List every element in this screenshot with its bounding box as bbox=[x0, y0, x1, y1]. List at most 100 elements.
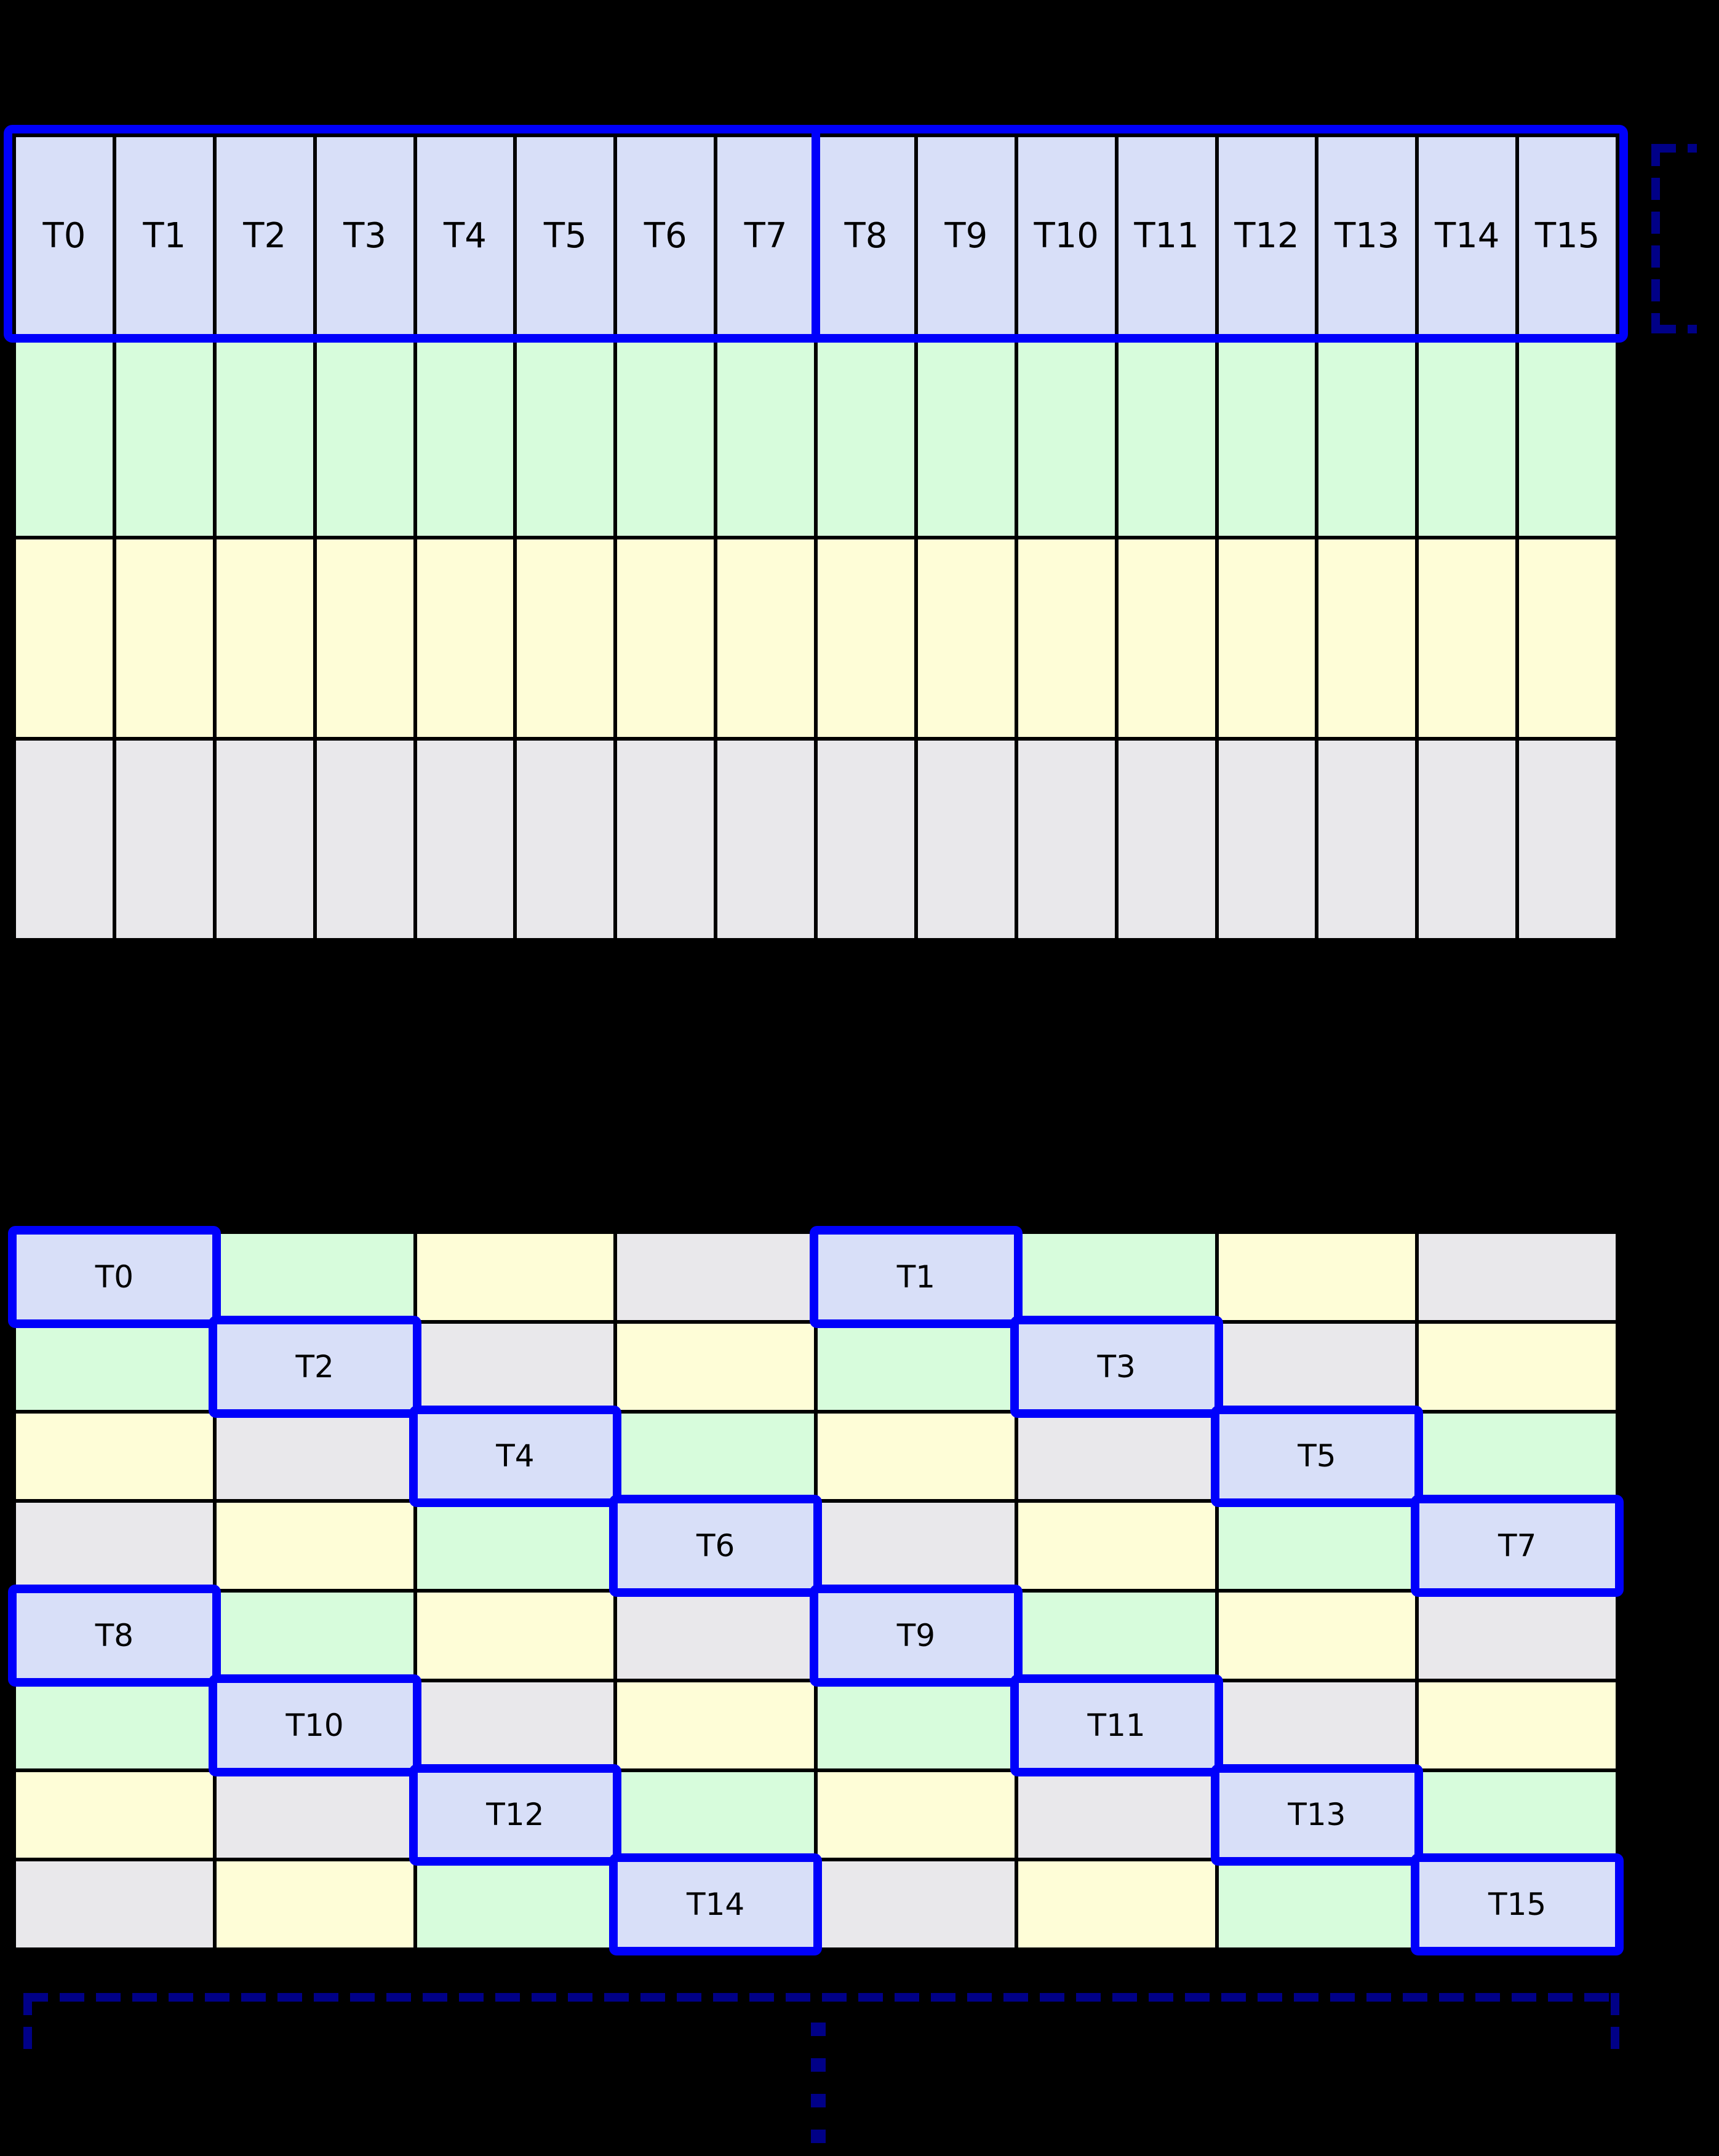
thread-cell-t6: T6 bbox=[609, 1495, 822, 1597]
bank-cell bbox=[1018, 539, 1115, 737]
bank-cell bbox=[617, 1772, 814, 1858]
bank-cell bbox=[617, 741, 714, 938]
thread-label: T5 bbox=[1298, 1438, 1336, 1474]
bank-cell bbox=[116, 539, 213, 737]
bank-cell bbox=[1419, 1682, 1616, 1768]
thread-label: T14 bbox=[687, 1887, 745, 1923]
grid-width-bracket-left-tick bbox=[23, 1993, 32, 2050]
bank-cell bbox=[1118, 338, 1215, 536]
thread-label: T8 bbox=[95, 1617, 134, 1653]
thread-cell-t8: T8 bbox=[818, 137, 914, 335]
bank-cell bbox=[1318, 539, 1416, 737]
thread-label: T4 bbox=[444, 216, 487, 256]
bank-cell bbox=[717, 338, 814, 536]
bank-cell bbox=[16, 1323, 213, 1410]
bank-cell bbox=[1419, 539, 1516, 737]
thread-label: T3 bbox=[1097, 1348, 1136, 1385]
bank-cell bbox=[517, 338, 614, 536]
bank-cell bbox=[216, 338, 313, 536]
thread-label: T7 bbox=[1498, 1528, 1537, 1564]
bank-cell bbox=[717, 741, 814, 938]
bank-cell bbox=[16, 1413, 213, 1500]
bank-cell bbox=[16, 539, 113, 737]
bank-cell bbox=[1018, 1861, 1215, 1947]
bank-cell bbox=[818, 539, 914, 737]
bank-cell bbox=[16, 741, 113, 938]
thread-label: T6 bbox=[696, 1528, 735, 1564]
thread-cell-t12: T12 bbox=[1218, 137, 1315, 335]
thread-label: T3 bbox=[343, 216, 386, 256]
bank-cell bbox=[1519, 338, 1616, 536]
bank-cell bbox=[417, 1234, 614, 1320]
thread-cell-t0: T0 bbox=[16, 137, 113, 335]
continuation-ellipsis bbox=[811, 2023, 826, 2153]
thread-label: T11 bbox=[1087, 1707, 1146, 1743]
bank-cell bbox=[1519, 539, 1616, 737]
bank-cell bbox=[517, 539, 614, 737]
thread-label: T0 bbox=[42, 216, 86, 256]
thread-cell-t7: T7 bbox=[717, 137, 814, 335]
thread-cell-t4: T4 bbox=[417, 137, 514, 335]
bank-cell bbox=[116, 338, 213, 536]
bank-cell bbox=[818, 1413, 1015, 1500]
thread-label: T15 bbox=[1534, 216, 1600, 256]
bank-cell bbox=[116, 741, 213, 938]
grid-width-bracket-right-tick bbox=[1611, 1993, 1619, 2050]
bank-cell bbox=[1218, 539, 1315, 737]
thread-label: T11 bbox=[1134, 216, 1199, 256]
bank-cell bbox=[617, 1413, 814, 1500]
bank-cell bbox=[1118, 539, 1215, 737]
thread-cell-t1: T1 bbox=[116, 137, 213, 335]
bank-cell bbox=[1018, 741, 1115, 938]
bank-cell bbox=[917, 338, 1015, 536]
thread-cell-t2: T2 bbox=[216, 137, 313, 335]
bank-cell bbox=[818, 338, 914, 536]
bank-cell bbox=[617, 1323, 814, 1410]
bank-cell bbox=[617, 1593, 814, 1679]
bank-cell bbox=[1318, 741, 1416, 938]
thread-label: T4 bbox=[496, 1438, 535, 1474]
bank-cell bbox=[917, 741, 1015, 938]
bank-cell bbox=[216, 1593, 413, 1679]
bank-cell bbox=[16, 1503, 213, 1589]
bank-cell bbox=[1118, 741, 1215, 938]
thread-label: T2 bbox=[295, 1348, 334, 1385]
bank-cell bbox=[1318, 338, 1416, 536]
thread-cell-t9: T9 bbox=[917, 137, 1015, 335]
thread-cell-t3: T3 bbox=[316, 137, 413, 335]
bank-cell bbox=[1018, 1593, 1215, 1679]
thread-cell-t15: T15 bbox=[1411, 1853, 1624, 1955]
bank-cell bbox=[316, 741, 413, 938]
thread-cell-t13: T13 bbox=[1318, 137, 1416, 335]
bank-cell bbox=[1018, 338, 1115, 536]
thread-label: T12 bbox=[486, 1797, 544, 1833]
thread-cell-t0: T0 bbox=[8, 1226, 221, 1328]
thread-label: T6 bbox=[644, 216, 687, 256]
bank-cell bbox=[417, 539, 514, 737]
thread-cell-t8: T8 bbox=[8, 1585, 221, 1687]
thread-label: T2 bbox=[243, 216, 287, 256]
bank-cell bbox=[316, 539, 413, 737]
bank-cell bbox=[1218, 1234, 1416, 1320]
thread-cell-t7: T7 bbox=[1411, 1495, 1624, 1597]
bank-cell bbox=[417, 1323, 614, 1410]
thread-cell-t11: T11 bbox=[1010, 1674, 1223, 1776]
bank-cell bbox=[1218, 1323, 1416, 1410]
bank-cell bbox=[1018, 1503, 1215, 1589]
bank-cell bbox=[717, 539, 814, 737]
thread-cell-t10: T10 bbox=[1018, 137, 1115, 335]
bank-cell bbox=[1018, 1234, 1215, 1320]
bank-cell bbox=[417, 741, 514, 938]
bank-cell bbox=[1218, 338, 1315, 536]
bank-cell bbox=[417, 338, 514, 536]
thread-label: T14 bbox=[1434, 216, 1500, 256]
thread-cell-t1: T1 bbox=[810, 1226, 1023, 1328]
bank-cell bbox=[1218, 1593, 1416, 1679]
thread-cell-t13: T13 bbox=[1210, 1764, 1423, 1866]
thread-cell-t11: T11 bbox=[1118, 137, 1215, 335]
bank-cell bbox=[617, 539, 714, 737]
thread-label: T13 bbox=[1288, 1797, 1346, 1833]
bank-cell bbox=[1218, 1682, 1416, 1768]
half-warp-divider bbox=[812, 127, 820, 340]
